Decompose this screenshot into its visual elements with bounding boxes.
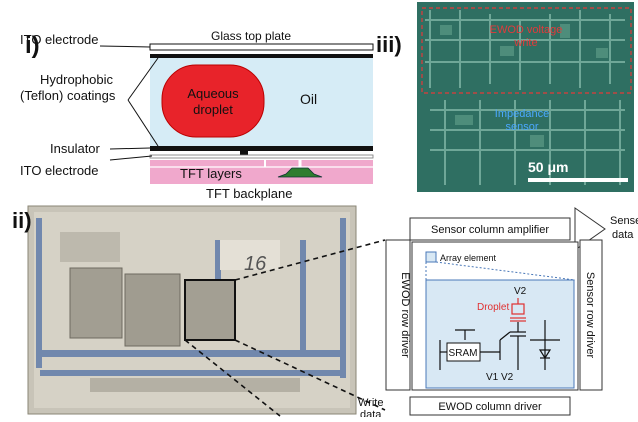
array-element-inset [425, 279, 575, 389]
panel-ii: 16 ii) Sensor column amplifier Sense dat… [0, 200, 638, 421]
droplet-equivalent-circuit [510, 298, 526, 322]
label-hydrophobic: Hydrophobic [40, 72, 113, 87]
write-data-label: data [360, 409, 382, 417]
sense-data-label: data [612, 229, 634, 241]
scale-bar-label: 50 μm [528, 159, 568, 175]
label-tft-backplane: TFT backplane [206, 186, 292, 201]
label-droplet: droplet [193, 102, 233, 117]
micrograph-background [417, 2, 634, 192]
label-teflon-coatings: (Teflon) coatings [20, 88, 116, 103]
panel-iii-marker: iii) [376, 32, 402, 57]
label-glass-top-plate: Glass top plate [211, 29, 291, 43]
label-ewod-voltage: EWOD voltage [490, 24, 563, 36]
glass-top-plate [149, 43, 374, 51]
ewod-column-driver-box [409, 396, 571, 416]
top-ito-layer [150, 54, 373, 58]
chip-micrograph: iii) EWOD voltage write Impedance sensor… [376, 2, 634, 192]
pixel-circuit-schematic [439, 320, 560, 370]
ewod-row-driver-label: EWOD row driver [399, 272, 411, 358]
v1-v2-label: V1 V2 [486, 372, 514, 383]
architecture-diagram: Sensor column amplifier Sense data EWOD … [358, 207, 638, 421]
aqueous-droplet [161, 64, 265, 138]
handwriting-mark: 16 [244, 253, 267, 275]
write-label: Write [358, 397, 383, 409]
sensor-column-amplifier-box [409, 217, 571, 241]
label-write: write [513, 37, 537, 49]
label-insulator: Insulator [50, 141, 101, 156]
sram-block [446, 342, 481, 362]
device-cross-section-diagram: i) ITO electrode Hydrophobic (Teflon) co… [20, 29, 374, 201]
panel-ii-marker: ii) [12, 208, 32, 233]
sensor-column-amplifier-label: Sensor column amplifier [431, 224, 549, 236]
label-ito-electrode-bottom: ITO electrode [20, 163, 99, 178]
label-aqueous: Aqueous [187, 86, 239, 101]
array-element-label: Array element [440, 253, 497, 263]
droplet-label: Droplet [477, 302, 509, 313]
tft-transistor-icon [277, 167, 323, 178]
insulator-layer [150, 146, 373, 151]
sense-label: Sense [610, 215, 638, 227]
ewod-row-driver-box [385, 239, 411, 391]
v2-top-label: V2 [514, 286, 527, 297]
via-contact [240, 151, 248, 155]
label-sensor: sensor [505, 121, 538, 133]
panel-i-marker: i) [25, 32, 40, 59]
chip-photo: 16 [27, 205, 357, 415]
bottom-ito-layer [149, 154, 374, 159]
highlighted-array [184, 279, 236, 341]
array-element-marker [425, 251, 437, 263]
label-tft-layers: TFT layers [180, 166, 242, 181]
panel-i: i) ITO electrode Hydrophobic (Teflon) co… [0, 0, 400, 205]
zoom-projection-lines [184, 239, 386, 417]
label-oil: Oil [300, 91, 317, 107]
ewod-column-driver-label: EWOD column driver [438, 401, 542, 413]
tft-layers-fill [150, 160, 373, 184]
sensor-row-driver-box [579, 239, 603, 391]
scale-bar [528, 178, 628, 182]
sram-label: SRAM [449, 348, 478, 359]
label-ito-electrode-top: ITO electrode [20, 32, 99, 47]
label-impedance: Impedance [495, 108, 549, 120]
sensor-row-driver-label: Sensor row driver [584, 272, 596, 359]
chip-and-architecture: 16 ii) Sensor column amplifier Sense dat… [12, 205, 638, 421]
panel-iii: iii) EWOD voltage write Impedance sensor… [370, 0, 638, 200]
